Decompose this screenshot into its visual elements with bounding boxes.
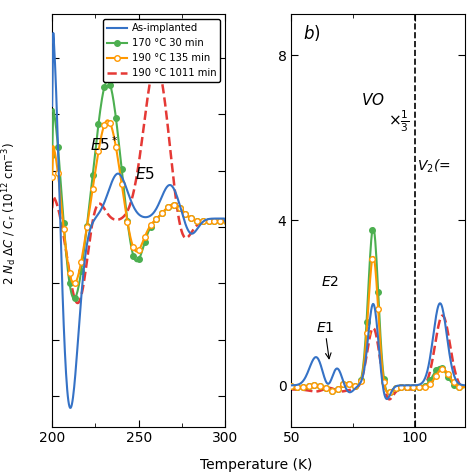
Text: $E1$: $E1$ bbox=[316, 321, 334, 335]
Text: $b)$: $b)$ bbox=[303, 23, 321, 43]
Text: $E2$: $E2$ bbox=[321, 275, 339, 290]
Text: $\times\frac{1}{3}$: $\times\frac{1}{3}$ bbox=[388, 109, 410, 134]
Text: $V_2$(=: $V_2$(= bbox=[418, 158, 451, 175]
Text: $VO$: $VO$ bbox=[361, 92, 384, 108]
Text: 2 $N_\mathrm{d}$ $\Delta C$ / $C_\mathrm{r}$ ($10^{12}$ cm$^{-3}$): 2 $N_\mathrm{d}$ $\Delta C$ / $C_\mathrm… bbox=[0, 142, 19, 285]
Legend: As-implanted, 170 °C 30 min, 190 °C 135 min, 190 °C 1011 min: As-implanted, 170 °C 30 min, 190 °C 135 … bbox=[103, 19, 220, 82]
Text: $E5^*$: $E5^*$ bbox=[90, 135, 119, 154]
Text: $E5$: $E5$ bbox=[135, 166, 155, 182]
Text: Temperature (K): Temperature (K) bbox=[200, 457, 312, 472]
